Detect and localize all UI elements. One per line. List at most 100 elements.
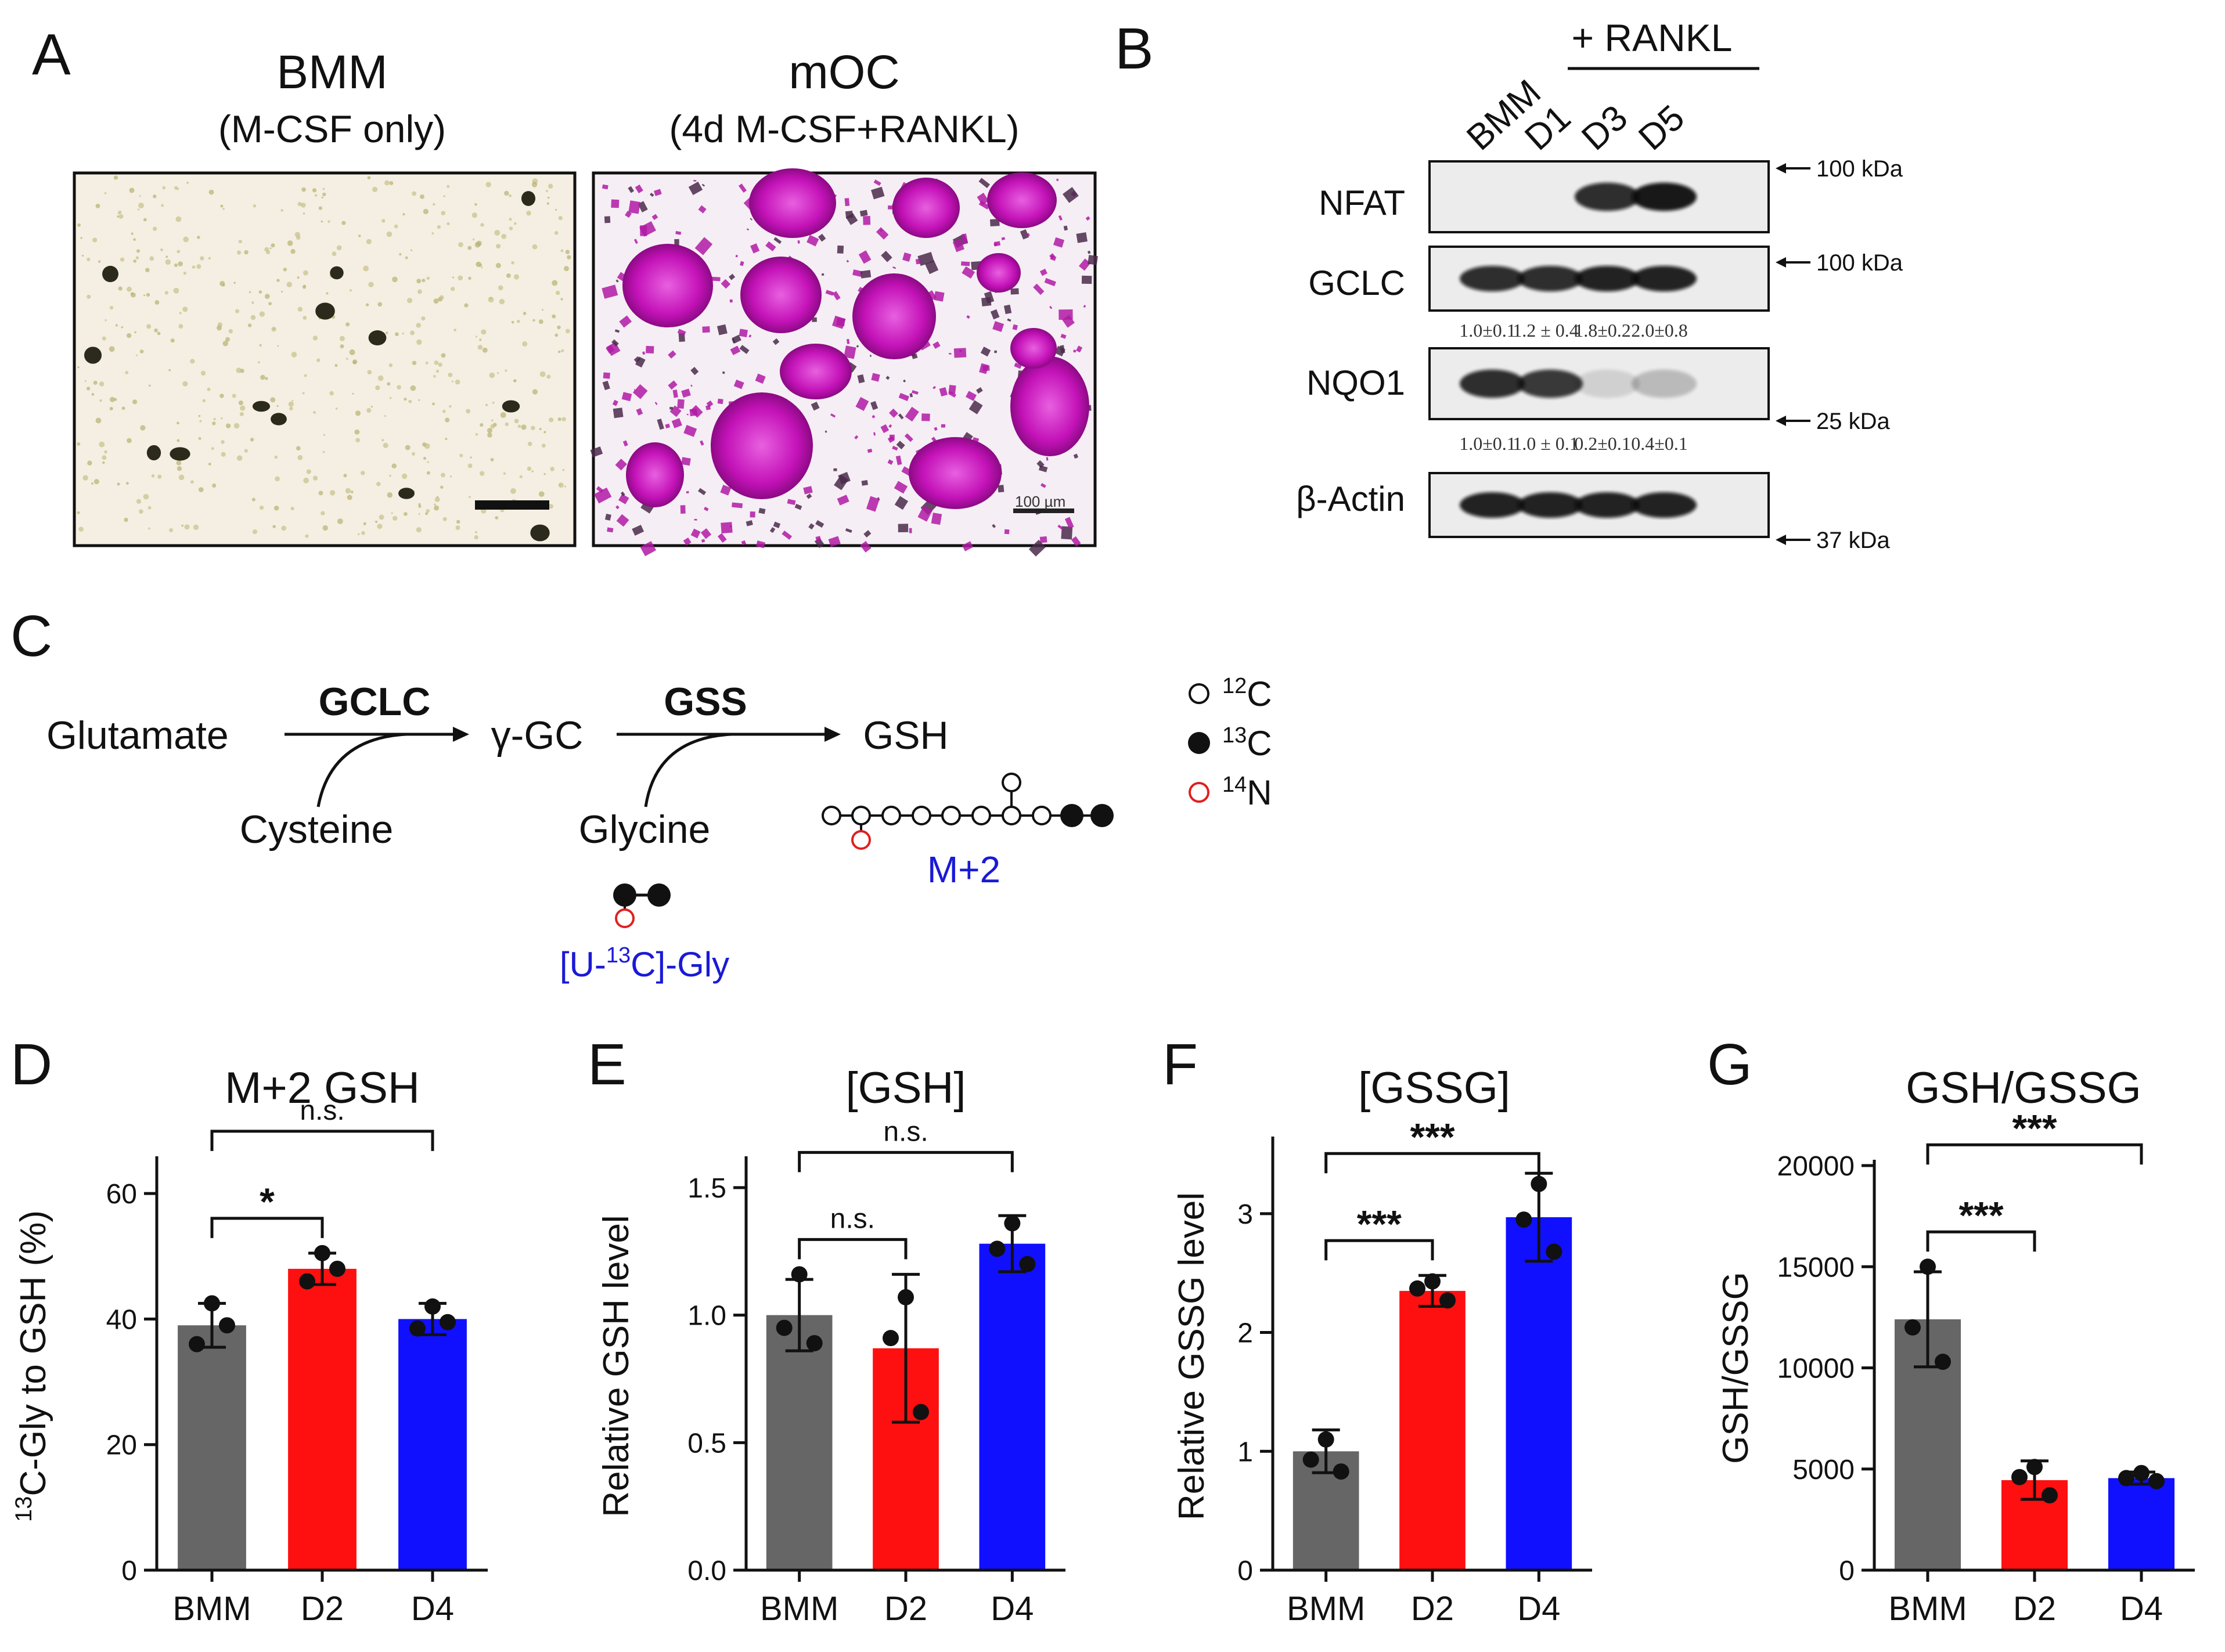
significance-bracket: * [210,1180,324,1238]
panel-label-f: F [1162,1032,1198,1097]
data-point [314,1245,330,1261]
moc-title: mOC [789,46,899,99]
carbon13-atom [1090,804,1114,827]
y-tick-label: 15000 [1777,1252,1855,1283]
bar-d2 [288,1268,357,1570]
bmm-scale-bar [475,500,549,510]
y-tick-label: 20000 [1777,1151,1855,1182]
legend-carbon12: 12C [1222,674,1272,713]
blot-band [1518,492,1583,518]
x-tick-label: D4 [991,1590,1034,1628]
moc-micrograph: 100 µm [590,168,1098,557]
y-tick-label: 60 [106,1179,137,1210]
lane-label: D3 [1574,98,1635,158]
data-point [2011,1469,2028,1485]
kda-marker: 100 kDa [1816,156,1903,182]
dark-cell [530,524,550,542]
legend-nitrogen14: 14N [1222,773,1272,812]
data-point [1531,1175,1547,1192]
data-point [776,1319,793,1336]
x-tick-label: D4 [411,1590,454,1628]
gss-enzyme-label: GSS [664,680,747,724]
data-point [219,1317,235,1334]
blot-band [1518,369,1583,398]
data-point [1004,1215,1021,1232]
band-quantification: 2.0±0.8 [1631,320,1688,341]
chart-3: [GSSG] Relative GSSG level 0 1 2 3 BMM D2 D4 *** *… [1172,1063,1592,1628]
dark-cell [84,347,102,364]
gclc-enzyme-label: GCLC [319,680,431,724]
carbon13-atom [613,883,636,907]
blot-band [1632,266,1697,291]
data-point [2042,1487,2058,1504]
chart-4: GSH/GSSG GSH/GSSG 0 5000 10000 15000 20000 BMM D… [1716,1063,2195,1628]
rankl-label: + RANKL [1572,16,1733,59]
glycine-tracer-label: [U-13C]-Gly [560,943,729,984]
blot-band [1575,266,1640,291]
osteoclast-cell [622,244,713,327]
significance-bracket: n.s. [210,1095,434,1151]
carbon12-atom [851,806,871,825]
nitrogen14-legend-icon [1189,782,1209,803]
significance-label: n.s. [300,1095,344,1126]
panel-label-b: B [1115,16,1154,81]
significance-label: *** [2012,1106,2057,1149]
x-tick-label: BMM [172,1590,251,1628]
blot-band [1632,369,1697,398]
kda-marker: 37 kDa [1816,528,1890,553]
carbon12-atom [822,806,841,825]
glutamate-label: Glutamate [46,713,229,758]
data-point [2148,1473,2165,1489]
y-tick-label: 0 [1839,1556,1855,1586]
kda-marker: 25 kDa [1816,409,1890,434]
x-tick-label: BMM [1287,1590,1365,1628]
data-point [189,1336,205,1352]
significance-label: *** [1410,1115,1454,1158]
significance-label: n.s. [830,1203,875,1234]
significance-bracket: *** [1324,1202,1434,1261]
isotope-legend: 12C 13C 14N [1188,674,1272,812]
data-point [898,1289,914,1305]
data-point [440,1314,456,1330]
chart-title: [GSSG] [1358,1063,1510,1113]
dark-cell [368,330,387,346]
band-quantification: 0.4±0.1 [1631,433,1688,454]
carbon12-atom [881,806,901,825]
nitrogen14-atom [615,908,635,928]
y-tick-label: 3 [1237,1199,1253,1230]
legend-carbon13: 13C [1222,723,1272,763]
data-point [2026,1459,2043,1476]
panel-label-e: E [588,1032,627,1097]
osteoclast-cell [987,172,1057,228]
data-point [409,1320,426,1337]
data-point [2118,1470,2134,1487]
glycine-tracer-atoms [613,883,671,928]
blot-band [1460,492,1525,518]
data-point [204,1295,220,1312]
data-point [989,1240,1006,1257]
carbon12-atom [1002,773,1021,792]
data-point [329,1260,345,1277]
y-tick-label: 0 [1237,1556,1253,1586]
dark-cell [502,400,520,413]
osteoclast-cell [852,273,936,359]
x-tick-label: BMM [1888,1590,1967,1628]
y-tick-label: 1 [1237,1437,1253,1467]
x-tick-label: D2 [884,1590,927,1628]
moc-scale-label: 100 µm [1015,493,1065,510]
band-quantification: 1.0±0.1 [1459,433,1516,454]
blot-band [1632,492,1697,518]
dark-cell [170,447,190,461]
chart-title: [GSH] [846,1063,966,1113]
significance-label: * [260,1180,275,1223]
blot-band [1518,266,1583,291]
carbon12-atom [912,806,931,825]
blot-band [1460,266,1525,291]
osteoclast-cell [626,442,684,507]
m2-label: M+2 [927,849,1000,890]
blot-band [1460,369,1525,398]
y-axis-label: GSH/GSSG [1716,1272,1756,1464]
